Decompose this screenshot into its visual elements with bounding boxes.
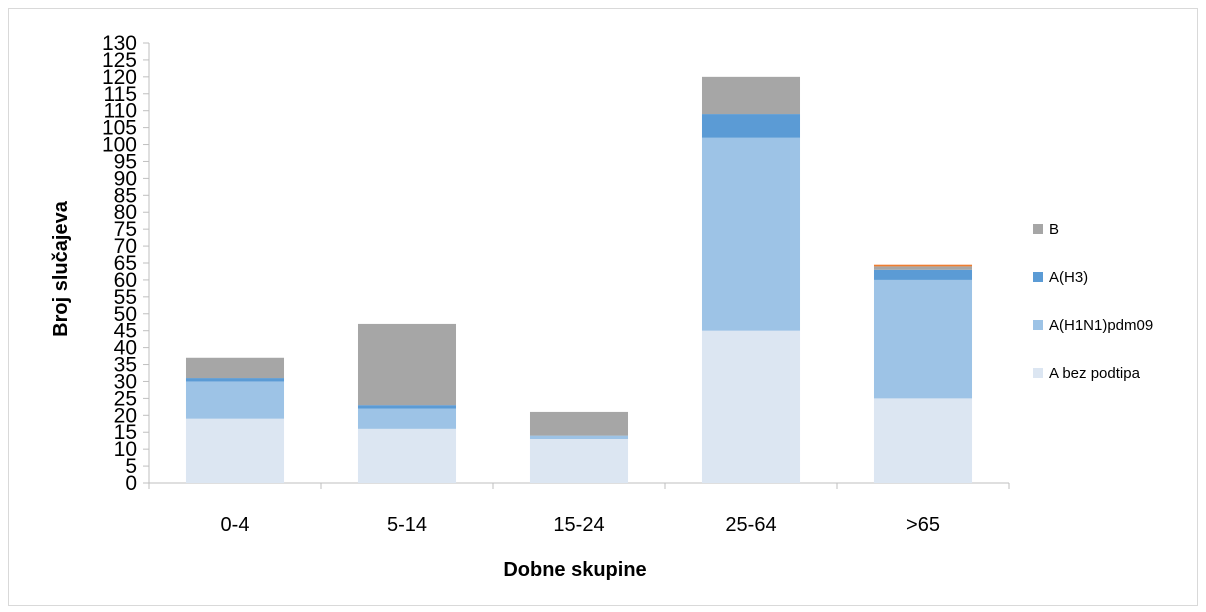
- legend: B A(H3) A(H1N1)pdm09 A bez podtipa: [1033, 221, 1153, 382]
- y-tick-label: 100: [102, 134, 137, 157]
- y-tick-label: 25: [114, 387, 137, 410]
- bar-segment: [185, 381, 285, 419]
- y-tick-label: 125: [102, 49, 137, 72]
- y-tick-label: 75: [114, 218, 137, 241]
- y-tick-label: 40: [114, 337, 137, 360]
- y-tick-label: 10: [114, 438, 137, 461]
- y-tick-label: 15: [114, 421, 137, 444]
- legend-label: A bez podtipa: [1049, 365, 1141, 382]
- bar-segment: [701, 114, 801, 138]
- y-tick-label: 70: [114, 235, 137, 258]
- bar-segment: [873, 269, 973, 280]
- bar-segment: [701, 137, 801, 331]
- bar-segment: [185, 418, 285, 483]
- bar-segment: [529, 435, 629, 439]
- x-tick-label: 25-64: [725, 514, 776, 536]
- bar-segment: [185, 357, 285, 379]
- y-tick-label: 85: [114, 184, 137, 207]
- bar-segment: [185, 378, 285, 382]
- bar-segment: [701, 76, 801, 115]
- y-tick-label: 130: [102, 32, 137, 55]
- y-tick-label: 110: [104, 100, 137, 123]
- x-tick-label: 5-14: [387, 514, 427, 536]
- y-axis: 0510152025303540455055606570758085909510…: [102, 32, 150, 495]
- bar-segment: [873, 398, 973, 483]
- bar-segment: [873, 264, 973, 267]
- bar-segment: [357, 405, 457, 409]
- y-tick-label: 80: [114, 201, 137, 224]
- legend-swatch: [1033, 224, 1043, 234]
- y-tick-label: 115: [104, 83, 137, 106]
- y-tick-label: 30: [114, 370, 137, 393]
- legend-label: A(H1N1)pdm09: [1049, 317, 1153, 334]
- legend-label: B: [1049, 221, 1059, 238]
- bars: [185, 76, 973, 483]
- bar-segment: [357, 408, 457, 429]
- y-tick-label: 65: [114, 252, 137, 275]
- bar-segment: [357, 323, 457, 406]
- y-axis-title: Broj slučajeva: [50, 200, 72, 337]
- bar-segment: [529, 439, 629, 483]
- y-tick-label: 45: [114, 320, 137, 343]
- stacked-bar-chart: 0510152025303540455055606570758085909510…: [50, 32, 1153, 581]
- y-tick-label: 95: [114, 150, 137, 173]
- bar-segment: [529, 411, 629, 436]
- y-tick-label: 0: [125, 472, 137, 495]
- y-tick-label: 35: [114, 354, 137, 377]
- y-tick-label: 55: [114, 286, 137, 309]
- y-tick-label: 50: [114, 303, 137, 326]
- bar-segment: [701, 330, 801, 483]
- bar-segment: [357, 428, 457, 483]
- y-tick-label: 90: [114, 167, 137, 190]
- x-tick-label: 0-4: [221, 514, 250, 536]
- y-tick-label: 60: [114, 269, 137, 292]
- chart-frame: 0 5 10 15 20 25 30 35 40 45 50 55 60 65 70 75 80 85 90 95 10…: [8, 8, 1198, 606]
- y-tick-label: 105: [102, 117, 137, 140]
- y-tick-label: 20: [114, 404, 137, 427]
- bar-segment: [873, 279, 973, 399]
- y-tick-label: 5: [125, 455, 137, 478]
- x-axis: 0-4 5-14 15-24 25-64 >65: [148, 482, 1010, 536]
- x-axis-title: Dobne skupine: [503, 559, 646, 581]
- legend-swatch: [1033, 272, 1043, 282]
- x-tick-label: >65: [906, 514, 940, 536]
- legend-swatch: [1033, 320, 1043, 330]
- legend-label: A(H3): [1049, 269, 1088, 286]
- x-tick-label: 15-24: [553, 514, 604, 536]
- bar-segment: [873, 266, 973, 270]
- y-tick-label: 120: [102, 66, 137, 89]
- legend-swatch: [1033, 368, 1043, 378]
